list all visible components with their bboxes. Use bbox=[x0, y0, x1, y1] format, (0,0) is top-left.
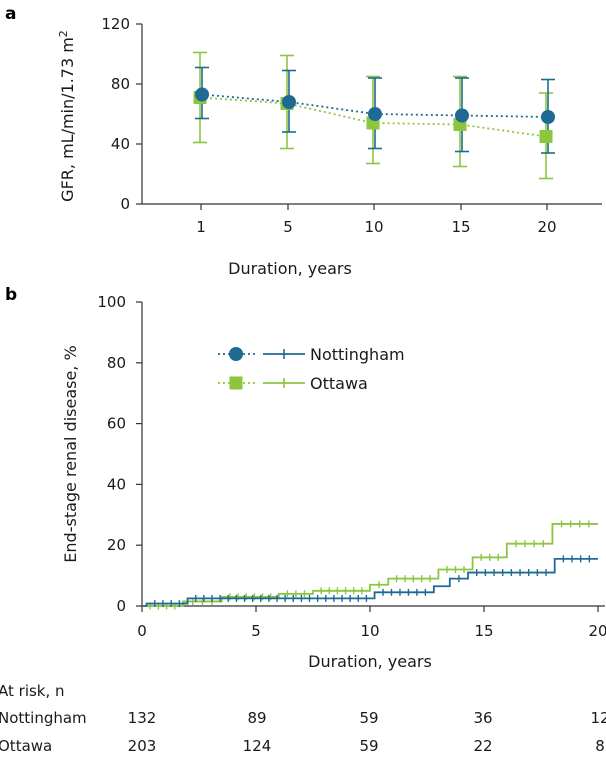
panel-a-ylabel: GFR, mL/min/1.73 m2 bbox=[57, 30, 78, 202]
panel-a-point-nottingham bbox=[455, 108, 469, 123]
panel-a-xtick-label: 1 bbox=[196, 218, 206, 236]
panel-b-axes: 0 20 40 60 80 100 0 5 10 15 20 bbox=[97, 293, 606, 640]
panel-b-xlabel: Duration, years bbox=[308, 652, 432, 671]
at-risk-cell: 59 bbox=[359, 709, 378, 727]
panel-a-ytick-label: 120 bbox=[101, 15, 130, 33]
panel-a-xtick-label: 15 bbox=[451, 218, 470, 236]
at-risk-cell: 8 bbox=[595, 737, 605, 755]
panel-b-ylabel: End-stage renal disease, % bbox=[61, 345, 80, 562]
panel-a-point-nottingham bbox=[368, 107, 382, 121]
at-risk-row-label: Ottawa bbox=[0, 737, 52, 755]
panel-b-plot bbox=[142, 520, 598, 610]
legend-marker-nottingham bbox=[229, 347, 243, 361]
at-risk-cell: 89 bbox=[247, 709, 266, 727]
panel-a-xlabel: Duration, years bbox=[228, 259, 352, 278]
panel-b-ytick-label: 40 bbox=[107, 475, 126, 493]
panel-b-ytick-label: 0 bbox=[116, 597, 126, 615]
panel-b-xtick-label: 5 bbox=[251, 622, 261, 640]
at-risk-title: At risk, n bbox=[0, 682, 65, 700]
legend-label-nottingham: Nottingham bbox=[310, 345, 405, 364]
at-risk-cell: 203 bbox=[128, 737, 157, 755]
at-risk-cell: 36 bbox=[473, 709, 492, 727]
panel-a-label: a bbox=[5, 4, 16, 24]
legend: Nottingham Ottawa bbox=[218, 345, 405, 393]
panel-b-ytick-label: 60 bbox=[107, 415, 126, 433]
panel-b-xtick-label: 20 bbox=[588, 622, 606, 640]
panel-b-xtick-label: 15 bbox=[474, 622, 493, 640]
at-risk-row-label: Nottingham bbox=[0, 709, 87, 727]
panel-a-point-ottawa bbox=[539, 130, 553, 143]
panel-b-ytick-label: 100 bbox=[97, 293, 126, 311]
at-risk-cell: 12 bbox=[590, 709, 606, 727]
panel-a-plot bbox=[193, 51, 555, 180]
legend-label-ottawa: Ottawa bbox=[310, 374, 368, 393]
at-risk-cell: 132 bbox=[128, 709, 157, 727]
panel-a-point-nottingham bbox=[282, 95, 296, 109]
panel-a-point-nottingham bbox=[195, 87, 209, 102]
panel-a-ytick-label: 0 bbox=[120, 195, 130, 213]
panel-a-xtick-label: 10 bbox=[364, 218, 383, 236]
panel-b-xtick-label: 0 bbox=[137, 622, 147, 640]
panel-a-xtick-label: 20 bbox=[537, 218, 556, 236]
panel-a-xtick-label: 5 bbox=[283, 218, 293, 236]
panel-b-curve-ottawa bbox=[142, 523, 598, 607]
panel-b-xtick-label: 10 bbox=[360, 622, 379, 640]
panel-b-ytick-label: 20 bbox=[107, 536, 126, 554]
at-risk-cell: 124 bbox=[243, 737, 272, 755]
at-risk-table: Nottingham 132 89 59 36 12 Ottawa 203 124 59 22 8 bbox=[0, 709, 606, 755]
at-risk-cell: 22 bbox=[473, 737, 492, 755]
panel-a-ytick-label: 80 bbox=[111, 75, 130, 93]
panel-b-label: b bbox=[5, 285, 17, 305]
panel-a-point-nottingham bbox=[541, 110, 555, 124]
panel-b-ytick-label: 80 bbox=[107, 354, 126, 372]
panel-b-curve-nottingham bbox=[142, 557, 598, 607]
legend-marker-ottawa bbox=[229, 376, 243, 390]
panel-a-ytick-label: 40 bbox=[111, 135, 130, 153]
at-risk-cell: 59 bbox=[359, 737, 378, 755]
